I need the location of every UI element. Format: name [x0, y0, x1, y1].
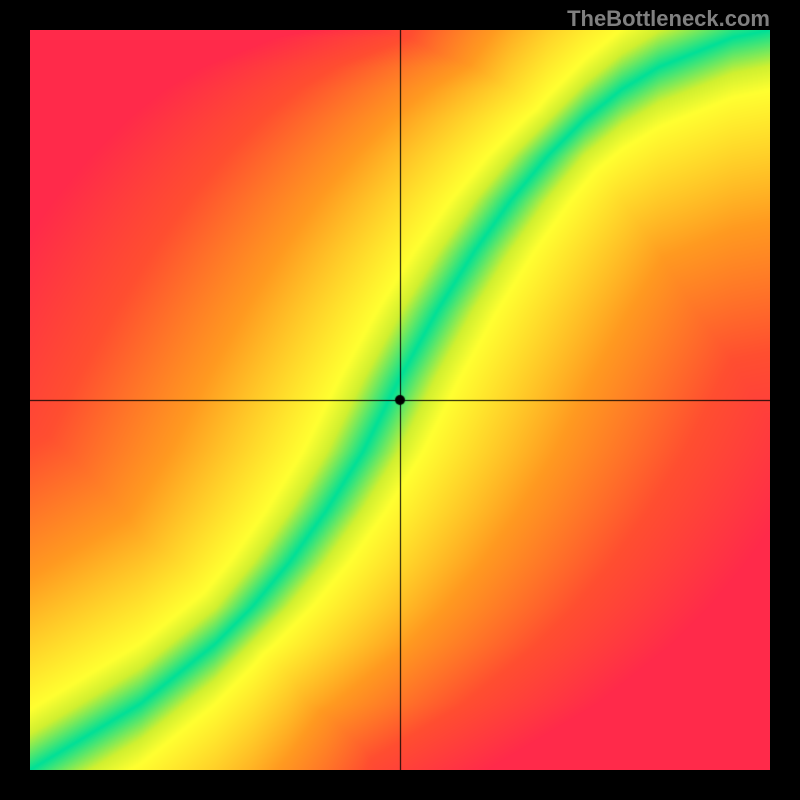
watermark-text: TheBottleneck.com [567, 6, 770, 32]
bottleneck-heatmap [30, 30, 770, 770]
